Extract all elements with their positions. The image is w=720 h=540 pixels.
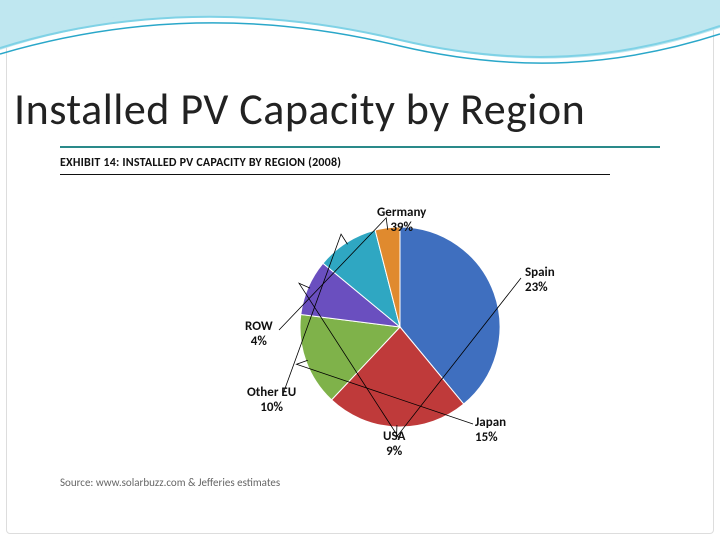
label-usa: USA9% [383, 430, 405, 460]
slide-title: Installed PV Capacity by Region [14, 82, 585, 136]
wave-decoration [0, 0, 720, 90]
leader-japan [297, 360, 473, 424]
label-japan: Japan15% [475, 416, 506, 446]
label-spain: Spain23% [525, 266, 555, 296]
leader-spain [397, 278, 521, 437]
leader-other-eu [283, 234, 347, 394]
label-germany: Germany39% [377, 206, 426, 236]
pie-chart: Germany39%Spain23%Japan15%USA9%Other EU1… [285, 212, 515, 442]
leader-usa [299, 283, 399, 438]
exhibit-header: EXHIBIT 14: INSTALLED PV CAPACITY BY REG… [60, 156, 341, 170]
title-underline [60, 146, 660, 148]
label-other-eu: Other EU10% [247, 386, 296, 416]
source-note: Source: www.solarbuzz.com & Jefferies es… [60, 476, 280, 489]
exhibit-rule [60, 174, 610, 175]
slide: { "slide": { "title": "Installed PV Capa… [0, 0, 720, 540]
leader-row [279, 218, 388, 330]
label-row: ROW4% [245, 320, 273, 350]
